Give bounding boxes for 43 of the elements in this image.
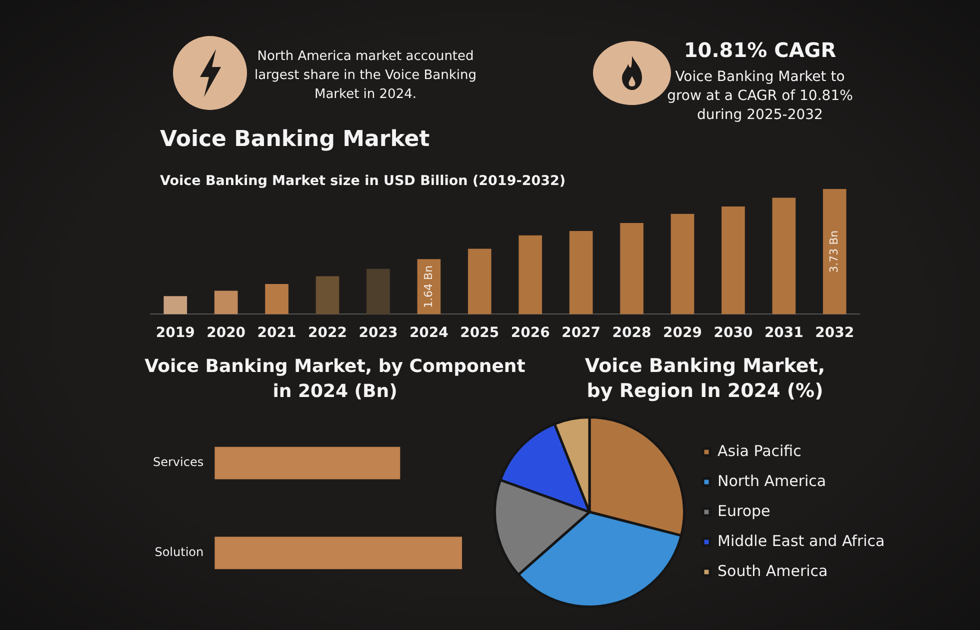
chart-subtitle: Voice Banking Market size in USD Billion (2019-2032): [160, 173, 566, 189]
x-tick-label: 2028: [612, 325, 652, 342]
legend-label: Middle East and Africa: [718, 532, 885, 550]
bar: [670, 214, 694, 314]
bar: [164, 296, 188, 314]
legend-label: North America: [718, 472, 826, 490]
y-tick-label: Solution: [154, 545, 204, 560]
x-tick-label: 2019: [156, 325, 195, 342]
chart-title: Voice Banking Market, by Region In 2024 (%): [584, 355, 826, 402]
y-tick-label: Services: [152, 455, 204, 470]
x-tick-label: 2032: [815, 325, 854, 342]
bar: [316, 276, 340, 314]
x-tick-label: 2023: [358, 325, 398, 342]
x-tick-label: 2021: [257, 325, 296, 342]
data-label: 1.64 Bn: [422, 265, 435, 308]
x-tick-label: 2024: [409, 325, 449, 342]
chart-title: Voice Banking Market: [160, 127, 430, 152]
x-tick-label: 2029: [663, 325, 702, 342]
text: 10.81% CAGR: [684, 38, 836, 62]
x-tick-label: 2020: [206, 325, 246, 342]
legend-label: Asia Pacific: [718, 442, 802, 460]
x-tick-label: 2030: [714, 325, 753, 342]
bar: [214, 290, 238, 314]
bar: [468, 248, 492, 314]
text: Voice Banking Market to grow at a CAGR of 10.81% during 2025-2032: [667, 69, 853, 123]
legend-label: Europe: [718, 502, 770, 520]
bar: [366, 268, 390, 314]
bar: [822, 189, 846, 314]
bar: [569, 230, 593, 314]
data-label: 3.73 Bn: [828, 230, 840, 273]
bar: [265, 284, 288, 314]
chart-title: Voice Banking Market, by Component in 2024 (Bn): [144, 356, 526, 402]
bar: [620, 222, 644, 314]
x-tick-label: 2026: [510, 325, 550, 342]
x-tick-label: 2031: [764, 325, 804, 342]
x-tick-label: 2025: [460, 325, 500, 342]
legend-label: South America: [718, 562, 828, 580]
bar: [772, 198, 796, 314]
text: North America market accounted largest share in the Voice Banking Market in 2024.: [254, 49, 477, 102]
x-tick-label: 2027: [562, 325, 601, 342]
x-tick-label: 2022: [308, 325, 347, 342]
bar: [518, 235, 542, 314]
bar: [722, 206, 745, 314]
